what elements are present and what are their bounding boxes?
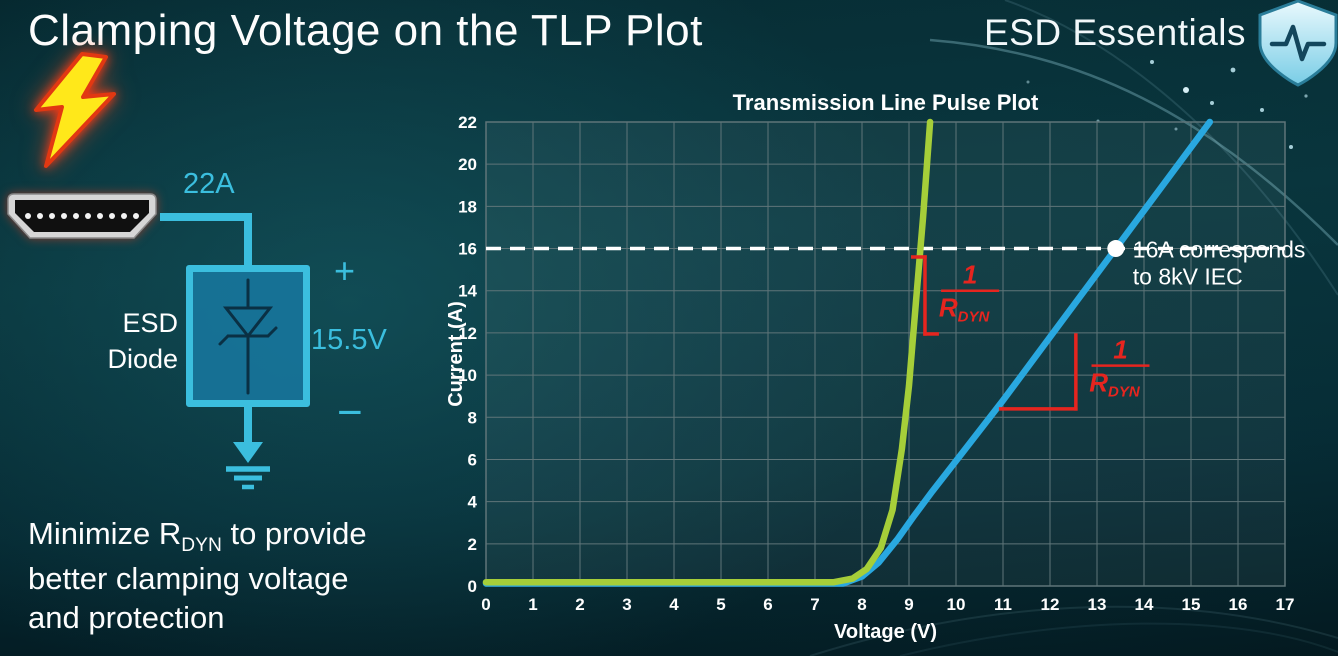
swoosh-curve: [929, 38, 1338, 246]
connector-pins: [25, 213, 139, 219]
swoosh-curve-3: [809, 605, 1338, 656]
svg-text:3: 3: [622, 595, 631, 614]
y-axis-label: Current (A): [448, 301, 467, 407]
down-arrow-icon: [233, 442, 263, 463]
note-line1-subscript: DYN: [181, 535, 222, 557]
svg-text:18: 18: [458, 197, 477, 216]
svg-text:12: 12: [1041, 595, 1060, 614]
tlp-chart-svg: 0 1 2 3 4 5 6 7 8 9 10 11 12 13 14 15 16 1702468101214161…: [448, 90, 1306, 643]
particle-dots: [1026, 60, 1308, 149]
svg-text:12: 12: [458, 324, 477, 343]
note-line-2: better clamping voltage: [28, 560, 349, 596]
ground-symbol-icon: [226, 466, 270, 490]
svg-text:22: 22: [458, 113, 477, 132]
svg-text:1: 1: [528, 595, 537, 614]
plus-label: +: [334, 250, 356, 291]
svg-text:11: 11: [994, 595, 1012, 614]
hdmi-connector-icon: [7, 193, 157, 239]
svg-text:8: 8: [857, 595, 866, 614]
svg-text:10: 10: [947, 595, 966, 614]
svg-text:6: 6: [468, 450, 477, 469]
device-label: ESD Diode: [90, 306, 178, 377]
lightning-bolt-icon: [34, 52, 116, 168]
svg-text:14: 14: [1135, 595, 1154, 614]
svg-text:9: 9: [904, 595, 913, 614]
svg-text:20: 20: [458, 155, 477, 174]
minus-label: −: [337, 388, 363, 437]
pulse-waveform-icon: [1269, 24, 1327, 62]
note-line1-pre: Minimize R: [28, 516, 182, 551]
swoosh-curve-4: [899, 622, 1338, 656]
note-line1-post: to provide: [221, 516, 367, 551]
x-axis-label: Voltage (V): [834, 621, 937, 643]
chart-title: Transmission Line Pulse Plot: [733, 90, 1039, 115]
device-label-line2: Diode: [107, 343, 178, 374]
fraction-numerator: 1: [963, 260, 977, 290]
tlp-chart: 0 1 2 3 4 5 6 7 8 9 10 11 12 13 14 15 16 17 0 2 4 6 8 10 12 14 16 1…: [448, 88, 1333, 650]
threshold-label-line1: 16A corresponds: [1133, 237, 1306, 263]
svg-text:7: 7: [810, 595, 819, 614]
svg-text:16: 16: [1229, 595, 1248, 614]
note-line-1: Minimize RDYN to provide: [28, 514, 367, 559]
device-label-line1: ESD: [122, 308, 178, 338]
svg-text:15: 15: [1182, 595, 1201, 614]
x-tick-labels: 0 1 2 3 4 5 6 7 8 9 10 11 12 13 14 15 16 17: [481, 595, 1294, 614]
surge-wire: [160, 213, 252, 266]
threshold-marker-dot: [1107, 240, 1125, 258]
lightning-bolt-shape: [34, 52, 116, 168]
clamp-voltage-label: 15.5V: [311, 324, 387, 356]
plot-area: [486, 122, 1285, 586]
svg-text:13: 13: [1088, 595, 1107, 614]
svg-text:2: 2: [575, 595, 584, 614]
svg-text:2: 2: [468, 535, 477, 554]
zener-diode-icon: [218, 278, 278, 395]
connector-face: [15, 200, 149, 232]
page-title: Clamping Voltage on the TLP Plot: [28, 6, 703, 55]
y-tick-labels: 0 2 4 6 8 10 12 14 16 18 20 22: [458, 113, 477, 596]
svg-text:10: 10: [458, 366, 477, 385]
takeaway-note: Minimize RDYN to provide better clamping…: [28, 514, 367, 638]
surge-current-label: 22A: [183, 168, 235, 200]
svg-text:5: 5: [716, 595, 725, 614]
note-line-3: and protection: [28, 600, 225, 636]
curve-green: [482, 118, 934, 586]
esd-diode-box: [186, 265, 310, 407]
brand-name: ESD Essentials: [984, 12, 1246, 53]
svg-text:14: 14: [458, 282, 477, 301]
svg-text:4: 4: [468, 493, 478, 512]
svg-text:0: 0: [481, 595, 490, 614]
svg-text:4: 4: [669, 595, 679, 614]
shield-logo-icon: [1258, 0, 1338, 87]
svg-text:17: 17: [1276, 595, 1295, 614]
plot-border: [485, 121, 1286, 587]
svg-text:8: 8: [468, 408, 477, 427]
svg-text:16: 16: [458, 240, 477, 259]
svg-text:6: 6: [763, 595, 772, 614]
svg-text:0: 0: [468, 577, 477, 596]
threshold-label-line2: to 8kV IEC: [1133, 264, 1243, 290]
fraction-numerator: 1: [1113, 335, 1127, 365]
swoosh-curve-2: [1004, 0, 1338, 296]
circuit-wires: [160, 213, 270, 490]
